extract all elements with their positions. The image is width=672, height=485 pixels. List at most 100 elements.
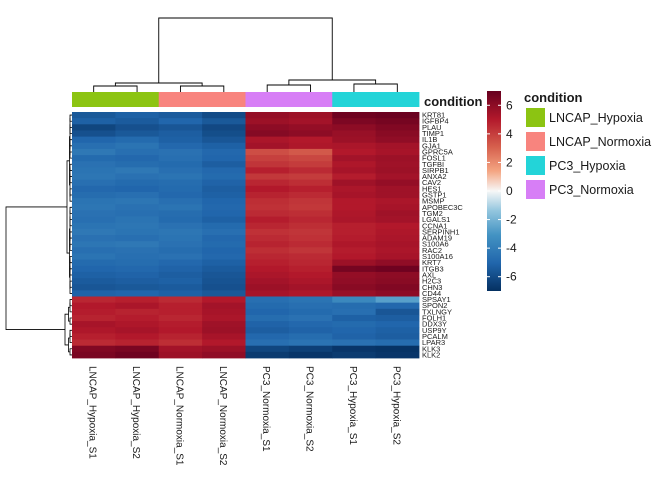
heatmap-cell: [115, 333, 160, 340]
heatmap-cell: [158, 296, 203, 304]
heatmap-cell: [115, 142, 160, 150]
row-label: SERPINH1: [422, 227, 460, 236]
heatmap-cell: [115, 179, 160, 187]
heatmap-cell: [202, 339, 246, 347]
heatmap-cell: [202, 228, 246, 236]
row-label: CD44: [422, 289, 441, 298]
heatmap-cell: [202, 345, 246, 353]
row-label: LPAR3: [422, 338, 445, 347]
heatmap-cell: [288, 345, 333, 353]
heatmap-cell: [158, 216, 203, 224]
row-label: H2C3: [422, 277, 441, 286]
heatmap-cell: [158, 314, 203, 322]
heatmap-cell: [202, 118, 246, 125]
condition-legend-title: condition: [524, 90, 583, 105]
heatmap-cell: [245, 198, 290, 205]
row-label: PLAU: [422, 123, 442, 132]
heatmap-cell: [72, 327, 116, 334]
heatmap-cell: [158, 136, 203, 144]
heatmap-cell: [158, 241, 203, 248]
heatmap-cell: [245, 210, 290, 217]
heatmap-cell: [202, 142, 246, 150]
heatmap-cell: [158, 327, 203, 334]
heatmap-cell: [158, 247, 203, 254]
heatmap-cell: [332, 327, 377, 334]
heatmap-cell: [245, 173, 290, 181]
row-label: S100A16: [422, 252, 453, 261]
heatmap-cells: [72, 112, 420, 359]
column-label: PC3_Hypoxia_S1: [347, 366, 358, 445]
row-dendrogram: [5, 114, 72, 356]
row-label: USP9Y: [422, 326, 447, 335]
heatmap-cell: [288, 222, 333, 230]
row-label: TGFBI: [422, 160, 444, 169]
heatmap-cell: [332, 351, 377, 359]
heatmap-cell: [332, 112, 377, 119]
heatmap-cell: [115, 302, 160, 310]
heatmap-cell: [158, 210, 203, 217]
heatmap-cell: [288, 204, 333, 211]
row-label: ITGB3: [422, 264, 444, 273]
row-label: ADAM19: [422, 234, 452, 243]
row-label: KRT81: [422, 111, 445, 120]
heatmap-cell: [332, 235, 377, 242]
heatmap-cell: [158, 345, 203, 353]
heatmap-cell: [375, 271, 420, 279]
heatmap-cell: [158, 265, 203, 273]
row-label: FOLH1: [422, 314, 446, 323]
heatmap-cell: [158, 167, 203, 174]
heatmap-cell: [375, 136, 420, 144]
heatmap-cell: [245, 265, 290, 273]
heatmap-cell: [245, 253, 290, 260]
annotation-title: condition: [424, 94, 483, 109]
heatmap-cell: [245, 308, 290, 316]
heatmap-cell: [202, 265, 246, 273]
heatmap-cell: [72, 136, 116, 144]
heatmap-cell: [72, 296, 116, 304]
row-label: APOBEC3C: [422, 203, 463, 212]
heatmap-cell: [202, 296, 246, 304]
heatmap-cell: [115, 339, 160, 347]
heatmap-cell: [332, 241, 377, 248]
heatmap-cell: [115, 112, 160, 119]
heatmap-cell: [72, 228, 116, 236]
heatmap-cell: [202, 130, 246, 137]
heatmap-cell: [202, 278, 246, 285]
row-label: TGM2: [422, 209, 443, 218]
heatmap-cell: [332, 290, 377, 297]
heatmap-cell: [158, 179, 203, 187]
heatmap-cell: [375, 284, 420, 291]
heatmap-cell: [288, 130, 333, 137]
row-label: PCALM: [422, 332, 448, 341]
heatmap-cell: [115, 290, 160, 297]
heatmap-cell: [332, 124, 377, 131]
heatmap-cell: [115, 278, 160, 285]
heatmap-cell: [158, 155, 203, 162]
heatmap-cell: [245, 351, 290, 359]
heatmap-cell: [72, 278, 116, 285]
annotation-cell: [202, 92, 246, 107]
heatmap-cell: [202, 241, 246, 248]
heatmap-cell: [158, 321, 203, 328]
heatmap-cell: [332, 191, 377, 199]
heatmap-cell: [158, 271, 203, 279]
column-label: LNCAP_Hypoxia_S1: [87, 366, 98, 459]
heatmap-cell: [72, 308, 116, 316]
heatmap-cell: [375, 112, 420, 119]
heatmap-cell: [202, 216, 246, 224]
heatmap-cell: [288, 142, 333, 150]
heatmap-cell: [332, 130, 377, 137]
heatmap-cell: [72, 173, 116, 181]
heatmap-cell: [72, 339, 116, 347]
column-dendrogram: [93, 17, 398, 92]
heatmap-cell: [288, 302, 333, 310]
heatmap-cell: [115, 124, 160, 131]
legend-swatch: [526, 156, 545, 175]
heatmap-cell: [375, 302, 420, 310]
heatmap-cell: [158, 130, 203, 137]
heatmap-cell: [202, 247, 246, 254]
heatmap-cell: [332, 308, 377, 316]
heatmap-cell: [375, 167, 420, 174]
heatmap-cell: [158, 118, 203, 125]
heatmap-cell: [245, 161, 290, 168]
